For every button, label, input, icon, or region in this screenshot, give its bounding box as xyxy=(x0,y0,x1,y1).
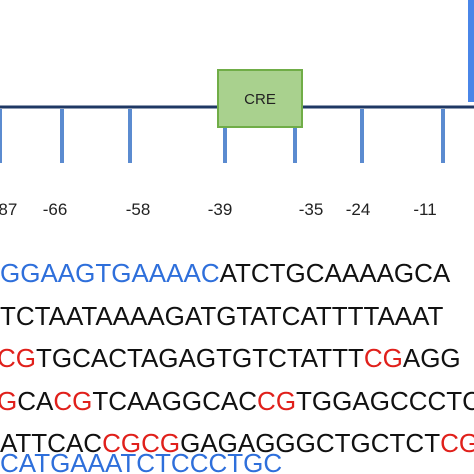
sequence-line: ATTCACCGCGGAGAGGGCTGCTCTCGG xyxy=(0,428,474,458)
sequence-segment: CATGAAATCTCCCTGC xyxy=(0,448,282,474)
position-label: -58 xyxy=(126,200,151,219)
sequence-segment: CG xyxy=(364,343,403,373)
position-label: -87 xyxy=(0,200,17,219)
cre-label: CRE xyxy=(244,91,276,108)
sequence-segment: TCAAGGCAC xyxy=(92,386,257,416)
sequence-segment: AGG xyxy=(403,343,461,373)
sequence-segment: CA xyxy=(17,386,54,416)
next-element-box xyxy=(468,0,474,102)
cre-box xyxy=(217,69,303,128)
position-label: -24 xyxy=(346,200,371,219)
sequence-line: GGAAGTGAAAACATCTGCAAAAGCA xyxy=(0,258,451,288)
sequence-segment: TCTAATAAAAGATGTATCATTTTAAAT xyxy=(0,301,444,331)
sequence-segment: CG xyxy=(257,386,296,416)
sequence-segment: CG xyxy=(0,343,36,373)
sequence-line: CGTGCACTAGAGTGTCTATTTCGAGG xyxy=(0,343,461,373)
sequence-segment: TGCACTAGAGTGTCTATTT xyxy=(36,343,364,373)
sequence-segment: CG xyxy=(53,386,92,416)
sequence-segment: TGGAGCCCTC xyxy=(296,386,474,416)
position-label: -66 xyxy=(43,200,68,219)
sequence-line: CATGAAATCTCCCTGC xyxy=(0,448,282,474)
position-label: -35 xyxy=(299,200,324,219)
sequence-segment: GAGAGGGCTGCTCT xyxy=(180,428,440,458)
sequence-segment: ATTCAC xyxy=(0,428,102,458)
sequence-segment: G xyxy=(0,386,17,416)
sequence-segment: CG xyxy=(440,428,474,458)
sequence-segment: CGCG xyxy=(102,428,180,458)
sequence-line: TCTAATAAAAGATGTATCATTTTAAAT xyxy=(0,301,444,331)
sequence-segment: ATCTGCAAAAGCA xyxy=(220,258,451,288)
sequence-segment: GGAAGTGAAAAC xyxy=(0,258,220,288)
position-label: -11 xyxy=(413,200,436,219)
position-label: -39 xyxy=(208,200,233,219)
sequence-line: GCACGTCAAGGCACCGTGGAGCCCTC xyxy=(0,386,474,416)
